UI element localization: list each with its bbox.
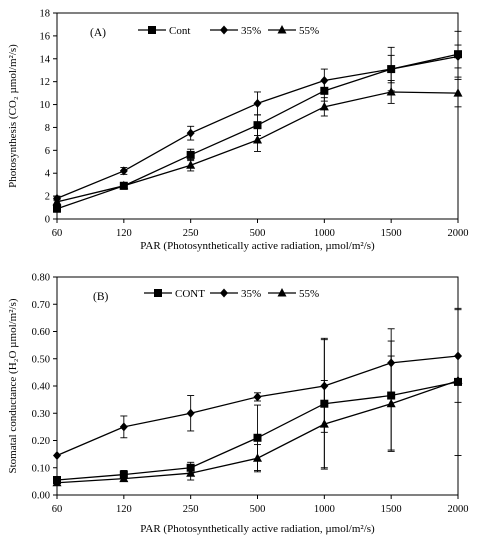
x-tick-label: 1500: [381, 228, 402, 239]
legend-label: Cont: [169, 25, 190, 37]
chart-panel-b: 0.00 0.10 0.20 0.30 0.40 0.50 0.60 0.70 0.80 60 12…: [7, 273, 469, 536]
data-point: [386, 86, 396, 96]
y-tick-label: 12: [40, 77, 51, 88]
x-axis-label: PAR (Photosynthetically active radiation…: [140, 240, 375, 252]
x-tick-label: 120: [116, 228, 132, 239]
x-tick-label: 2000: [448, 228, 469, 239]
data-point: [319, 419, 329, 428]
data-point: [386, 398, 396, 408]
data-point: [253, 135, 262, 144]
data-point: [186, 160, 196, 169]
y-tick-label: 18: [40, 9, 51, 20]
y-tick-label: 0.20: [32, 436, 50, 447]
x-tick-label: 500: [250, 504, 266, 515]
data-point: [53, 204, 61, 213]
data-point: [119, 473, 129, 483]
data-point: [253, 392, 262, 402]
legend-marker: [220, 25, 228, 35]
legend-entry: Cont: [138, 25, 190, 37]
x-tick-label: 500: [250, 228, 266, 239]
x-tick-label: 1500: [381, 504, 402, 515]
legend-marker: [148, 26, 156, 34]
data-point: [52, 196, 62, 206]
panel-label: (A): [90, 27, 106, 39]
legend-entry: 35%: [210, 288, 261, 300]
data-point: [253, 98, 262, 108]
data-point: [186, 468, 196, 477]
y-tick-label: 14: [40, 54, 51, 65]
data-point: [119, 180, 129, 190]
data-point: [253, 121, 262, 130]
legend-entry: 55%: [268, 288, 319, 300]
legend-entry: CONT: [144, 288, 205, 300]
y-tick-label: 6: [45, 146, 50, 157]
x-tick-label: 60: [52, 228, 63, 239]
y-tick-label: 10: [40, 100, 51, 111]
chart-panel-a: 0 2 4 6 8 10 12 14 16 18 60 120 250 500 1000 1500 2000 PA…: [7, 9, 469, 253]
legend-label: 35%: [241, 25, 261, 37]
data-point: [453, 375, 463, 385]
series-triangle: [52, 355, 463, 487]
data-point: [53, 450, 61, 460]
x-tick-label: 1000: [314, 504, 335, 515]
y-axis-label: Photosynthesis (CO₂ µmol/m²/s): [7, 44, 19, 188]
series-triangle: [52, 78, 463, 206]
data-point: [186, 408, 195, 418]
y-tick-label: 0.50: [32, 354, 50, 365]
y-tick-label: 0.10: [32, 463, 50, 474]
y-tick-label: 2: [45, 192, 50, 203]
y-axis-label: Stomatal conductance (H₂O µmol/m²/s): [7, 298, 19, 473]
y-tick-label: 8: [45, 123, 50, 134]
data-point: [454, 351, 462, 361]
legend-marker: [220, 288, 228, 298]
data-point: [454, 51, 462, 61]
legend-entry: 35%: [210, 25, 261, 37]
data-point: [119, 422, 128, 432]
y-tick-label: 0.60: [32, 327, 50, 338]
x-tick-label: 120: [116, 504, 132, 515]
legend-label: CONT: [175, 288, 205, 300]
legend-marker: [154, 289, 162, 297]
legend-label: 55%: [299, 25, 319, 37]
y-tick-label: 0: [45, 215, 50, 226]
x-tick-label: 1000: [314, 228, 335, 239]
data-point: [253, 433, 262, 442]
data-point: [387, 64, 396, 74]
data-point: [186, 150, 195, 159]
legend-label: 35%: [241, 288, 261, 300]
legend-label: 55%: [299, 288, 319, 300]
data-point: [52, 477, 62, 487]
y-tick-label: 0.70: [32, 300, 50, 311]
legend-entry: 55%: [268, 25, 319, 37]
data-point: [320, 76, 329, 86]
series-square: [53, 30, 462, 213]
panel-label: (B): [93, 291, 109, 303]
x-tick-label: 60: [52, 504, 63, 515]
legend-marker: [277, 25, 287, 34]
x-tick-label: 2000: [448, 504, 469, 515]
y-tick-label: 0.30: [32, 409, 50, 420]
y-tick-label: 0.80: [32, 273, 50, 284]
data-point: [186, 128, 195, 138]
y-tick-label: 4: [45, 169, 51, 180]
y-tick-label: 16: [40, 31, 51, 42]
data-point: [319, 101, 329, 111]
legend-marker: [277, 288, 287, 297]
y-tick-label: 0.00: [32, 491, 50, 502]
data-point: [253, 453, 262, 462]
data-point: [119, 166, 128, 176]
x-tick-label: 250: [183, 228, 199, 239]
y-tick-label: 0.40: [32, 382, 50, 393]
x-axis-label: PAR (Photosynthetically active radiation…: [140, 523, 375, 535]
data-point: [453, 88, 463, 97]
x-tick-label: 250: [183, 504, 199, 515]
